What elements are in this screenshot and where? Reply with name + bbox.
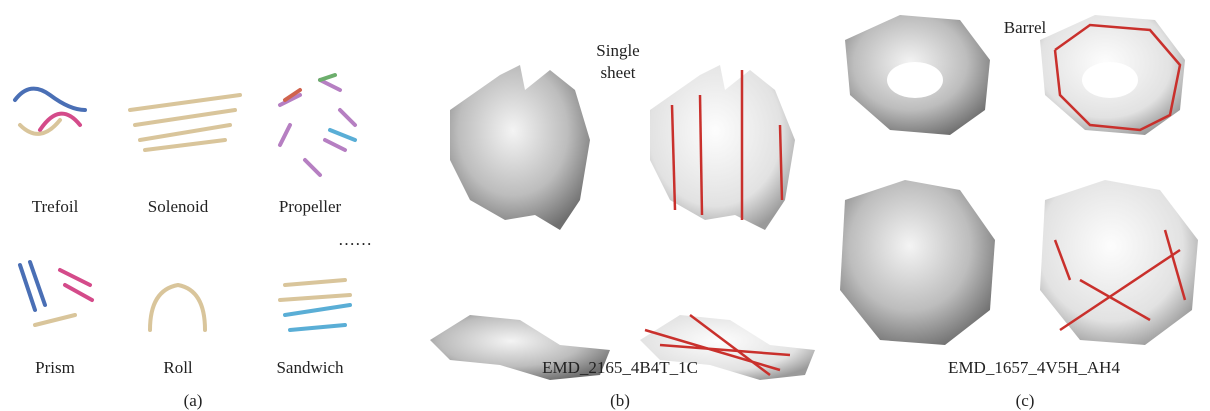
- annotation: Single sheet: [588, 40, 648, 84]
- annotation: Barrel: [1004, 18, 1046, 38]
- map-id: EMD_2165_4B4T_1C: [542, 358, 698, 378]
- density-maps: [430, 15, 1198, 380]
- item-label: Solenoid: [148, 197, 208, 217]
- ellipsis: ……: [338, 230, 372, 250]
- item-label: Propeller: [279, 197, 341, 217]
- item-label: Sandwich: [276, 358, 343, 378]
- item-label: Trefoil: [32, 197, 79, 217]
- item-label: Roll: [163, 358, 192, 378]
- map-id: EMD_1657_4V5H_AH4: [948, 358, 1120, 378]
- item-label: Prism: [35, 358, 75, 378]
- figure: Trefoil Solenoid Propeller Prism Roll Sa…: [0, 0, 1210, 411]
- caption: (c): [1016, 391, 1035, 411]
- caption: (a): [184, 391, 203, 411]
- caption: (b): [610, 391, 630, 411]
